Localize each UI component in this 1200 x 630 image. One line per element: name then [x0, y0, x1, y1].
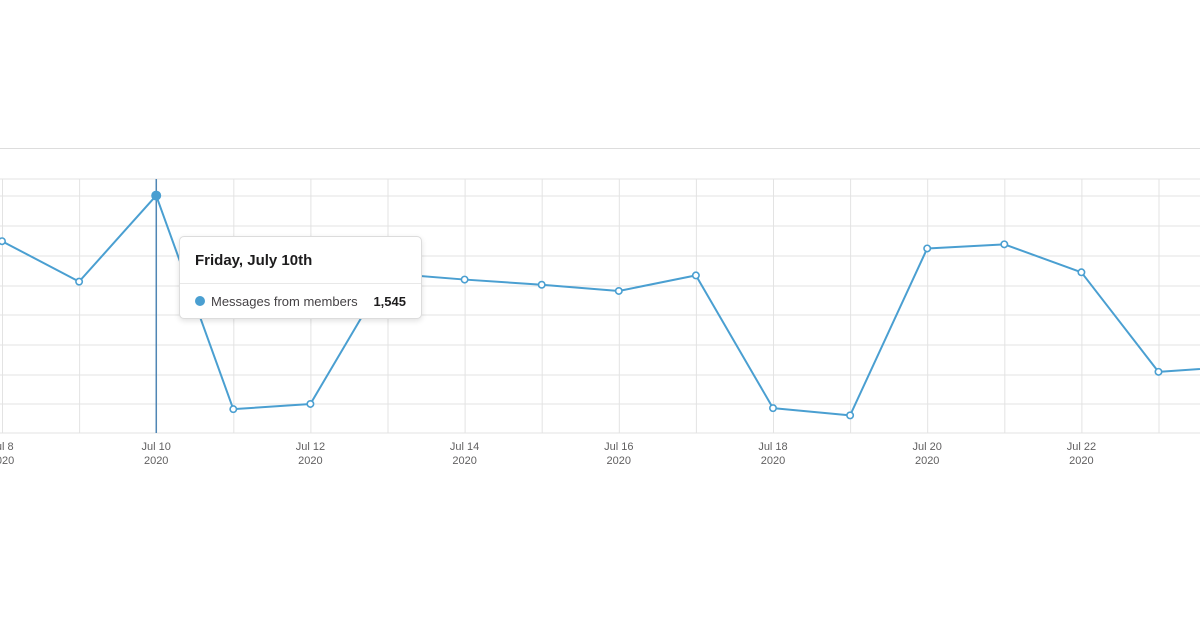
x-tick-label: Jul 20	[913, 441, 942, 453]
data-point	[768, 404, 777, 413]
header-divider	[0, 148, 1200, 149]
x-tick-label: Jul 16	[604, 441, 633, 453]
x-tick-year: 2020	[144, 455, 168, 467]
chart-x-ticks: Jul 8 2020 Jul 10 2020 Jul 12 2020 Jul 14 2020 J…	[0, 441, 1096, 467]
data-point	[537, 280, 546, 289]
x-tick-label: Jul 14	[450, 441, 479, 453]
tooltip-series-value: 1,545	[373, 293, 406, 309]
x-tick-year: 2020	[298, 455, 322, 467]
x-tick-year: 2020	[761, 455, 785, 467]
x-tick-label: Jul 12	[296, 441, 325, 453]
x-tick-year: 2020	[0, 455, 14, 467]
data-point	[0, 237, 6, 246]
x-tick-year: 2020	[452, 455, 476, 467]
data-point	[229, 405, 238, 414]
tooltip-divider	[180, 283, 421, 284]
x-tick-year: 2020	[1069, 455, 1093, 467]
data-point	[846, 411, 855, 420]
tooltip-row: Messages from members 1,545	[195, 292, 406, 310]
x-tick-label: Jul 10	[142, 441, 171, 453]
data-point	[306, 399, 315, 408]
x-tick-year: 2020	[915, 455, 939, 467]
data-point-active	[151, 190, 162, 201]
data-point	[923, 244, 932, 253]
data-point	[1077, 268, 1086, 277]
data-point	[691, 271, 700, 280]
data-point	[614, 286, 623, 295]
series-color-dot	[195, 296, 205, 306]
tooltip-series-label: Messages from members	[211, 293, 358, 309]
tooltip-title: Friday, July 10th	[195, 252, 313, 269]
x-tick-label: Jul 8	[0, 441, 14, 453]
data-point	[75, 277, 84, 286]
chart-tooltip: Friday, July 10th Messages from members …	[179, 236, 422, 319]
data-point	[1000, 240, 1009, 249]
data-point	[460, 275, 469, 284]
x-tick-year: 2020	[607, 455, 631, 467]
x-tick-label: Jul 22	[1067, 441, 1096, 453]
data-point	[1154, 367, 1163, 376]
x-tick-label: Jul 18	[758, 441, 787, 453]
